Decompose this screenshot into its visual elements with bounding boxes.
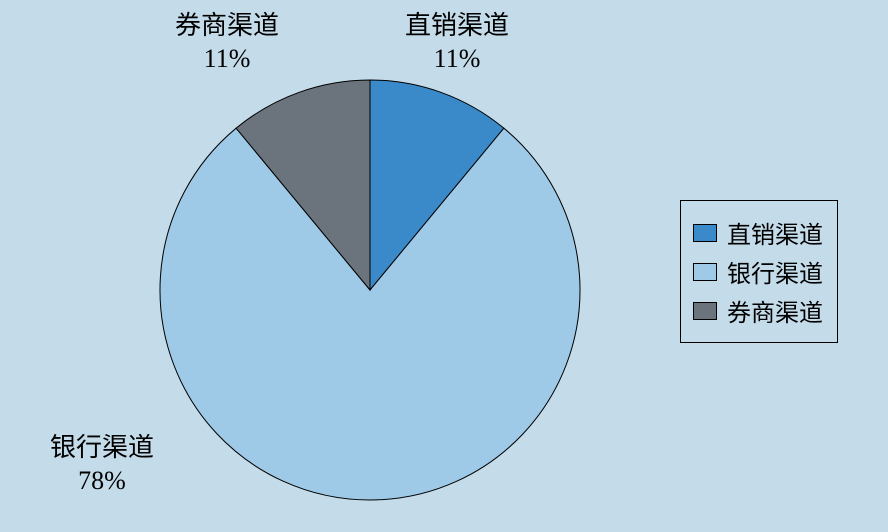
legend-item-broker: 券商渠道 [693, 293, 823, 328]
legend: 直销渠道 银行渠道 券商渠道 [680, 200, 838, 343]
data-label-bank: 银行渠道 78% [50, 432, 154, 497]
legend-item-bank: 银行渠道 [693, 254, 823, 289]
data-label-direct: 直销渠道 11% [405, 10, 509, 75]
legend-label-broker: 券商渠道 [727, 293, 823, 328]
legend-swatch-direct [693, 224, 717, 242]
legend-label-bank: 银行渠道 [727, 254, 823, 289]
pie-slices [160, 80, 580, 500]
data-label-bank-name: 银行渠道 [50, 432, 154, 465]
legend-label-direct: 直销渠道 [727, 215, 823, 250]
data-label-broker-name: 券商渠道 [175, 10, 279, 43]
data-label-bank-pct: 78% [50, 465, 154, 498]
data-label-broker-pct: 11% [175, 43, 279, 76]
legend-swatch-bank [693, 263, 717, 281]
legend-swatch-broker [693, 302, 717, 320]
data-label-broker: 券商渠道 11% [175, 10, 279, 75]
data-label-direct-name: 直销渠道 [405, 10, 509, 43]
data-label-direct-pct: 11% [405, 43, 509, 76]
legend-item-direct: 直销渠道 [693, 215, 823, 250]
